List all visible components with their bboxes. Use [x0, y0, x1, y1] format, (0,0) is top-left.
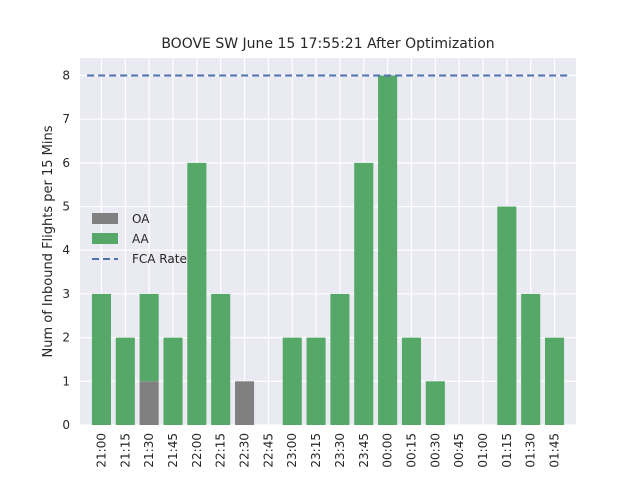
- x-tick-label: 22:45: [261, 433, 275, 468]
- x-tick-label: 00:45: [452, 433, 466, 468]
- bar-aa-2330: [330, 293, 350, 425]
- x-tick-label: 21:15: [118, 433, 132, 468]
- legend: OA AA FCA Rate: [92, 212, 187, 266]
- x-ticks: 21:00 21:15 21:30 21:45 22:00 22:15 22:30 22:45…: [94, 433, 561, 468]
- x-tick-label: 21:00: [94, 433, 108, 468]
- bar-aa-2130: [139, 293, 159, 382]
- x-tick-label: 01:15: [500, 433, 514, 468]
- y-tick-label: 0: [62, 418, 70, 432]
- y-tick-label: 3: [62, 287, 70, 301]
- y-tick-label: 7: [62, 112, 70, 126]
- x-tick-label: 21:45: [166, 433, 180, 468]
- bar-aa-2100: [91, 293, 111, 425]
- x-tick-label: 23:00: [285, 433, 299, 468]
- legend-label-aa: AA: [132, 232, 150, 246]
- y-axis-label: Num of Inbound Flights per 15 Mins: [41, 125, 56, 357]
- bar-aa-0115: [497, 206, 517, 425]
- y-tick-label: 5: [62, 200, 70, 214]
- y-ticks: 0 1 2 3 4 5 6 7 8: [62, 68, 70, 432]
- bar-aa-2315: [306, 337, 326, 425]
- x-tick-label: 23:45: [357, 433, 371, 468]
- x-tick-label: 01:00: [476, 433, 490, 468]
- bar-aa-2200: [187, 162, 207, 425]
- legend-label-oa: OA: [132, 212, 150, 226]
- chart-title: BOOVE SW June 15 17:55:21 After Optimiza…: [161, 36, 494, 52]
- x-tick-label: 00:30: [428, 433, 442, 468]
- x-tick-label: 22:00: [190, 433, 204, 468]
- bar-aa-2145: [163, 337, 183, 425]
- x-tick-label: 23:30: [333, 433, 347, 468]
- bar-aa-2345: [354, 162, 374, 425]
- x-tick-label: 23:15: [309, 433, 323, 468]
- bar-aa-0030: [425, 381, 445, 425]
- bar-aa-0145: [545, 337, 565, 425]
- bars: [91, 75, 565, 425]
- x-tick-label: 00:15: [404, 433, 418, 468]
- bar-aa-2215: [211, 293, 231, 425]
- legend-label-fca-rate: FCA Rate: [132, 252, 187, 266]
- legend-swatch-oa: [92, 213, 118, 224]
- bar-aa-0130: [521, 293, 541, 425]
- bar-oa-2230: [235, 381, 255, 425]
- bar-aa-2115: [115, 337, 135, 425]
- bar-aa-2300: [282, 337, 302, 425]
- x-tick-label: 21:30: [142, 433, 156, 468]
- x-tick-label: 01:45: [548, 433, 562, 468]
- y-tick-label: 8: [62, 68, 70, 82]
- y-tick-label: 2: [62, 331, 70, 345]
- y-tick-label: 1: [62, 374, 70, 388]
- y-tick-label: 4: [62, 243, 70, 257]
- bar-aa-0000: [378, 75, 398, 425]
- bar-aa-0015: [401, 337, 421, 425]
- x-tick-label: 01:30: [524, 433, 538, 468]
- x-tick-label: 22:30: [238, 433, 252, 468]
- y-tick-label: 6: [62, 156, 70, 170]
- x-tick-label: 22:15: [214, 433, 228, 468]
- bar-oa-2130: [139, 381, 159, 425]
- x-tick-label: 00:00: [381, 433, 395, 468]
- legend-swatch-aa: [92, 233, 118, 244]
